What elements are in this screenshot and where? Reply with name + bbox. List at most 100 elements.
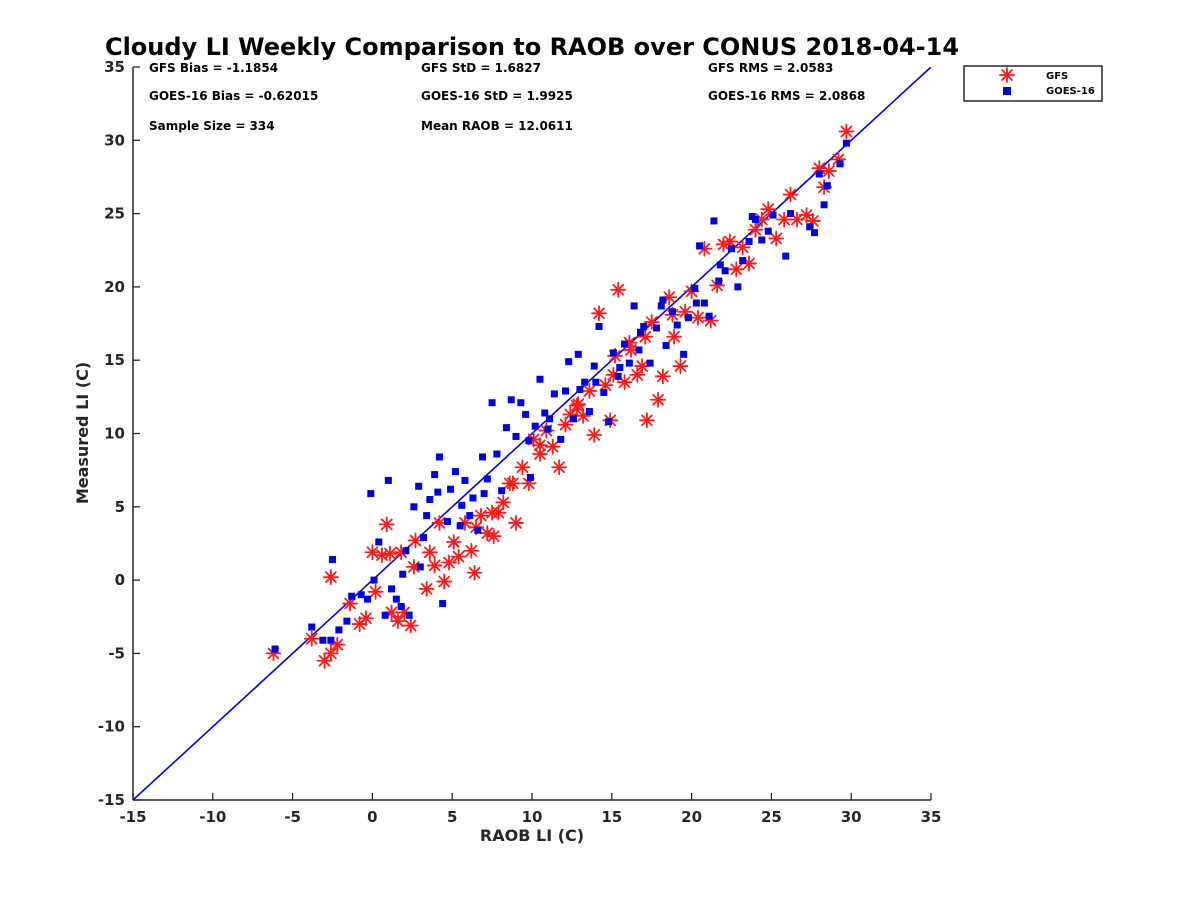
chart-title: Cloudy LI Weekly Comparison to RAOB over… — [105, 33, 959, 61]
gfs-point — [364, 544, 381, 561]
y-tick-label: 35 — [104, 58, 125, 76]
goes16-point — [451, 468, 459, 476]
stat-goes-rms: GOES-16 RMS = 2.0868 — [708, 89, 865, 103]
goes16-point — [434, 488, 442, 496]
goes16-point — [370, 576, 378, 584]
stat-gfs-std: GFS StD = 1.6827 — [421, 61, 541, 75]
legend: GFS GOES-16 — [963, 65, 1103, 102]
goes16-point — [815, 170, 823, 178]
goes16-point — [415, 482, 423, 490]
goes16-point — [810, 229, 818, 237]
goes16-point — [716, 261, 724, 269]
goes16-point — [635, 346, 643, 354]
gfs-point — [643, 314, 660, 330]
gfs-point — [450, 548, 467, 565]
gfs-point — [666, 328, 682, 345]
goes16-point — [536, 375, 544, 383]
gfs-point — [342, 595, 358, 612]
gfs-point — [544, 438, 561, 455]
x-tick-label: -5 — [284, 808, 301, 826]
goes16-point — [715, 277, 723, 285]
goes16-point — [659, 296, 667, 304]
goes16-point — [652, 324, 660, 332]
goes16-point — [700, 299, 708, 307]
goes16-point — [502, 424, 510, 432]
goes16-point — [662, 342, 670, 350]
goes16-point — [769, 211, 777, 219]
goes16-point — [544, 425, 552, 433]
gfs-point — [504, 475, 521, 492]
goes16-point — [680, 350, 688, 358]
series-gfs — [265, 123, 855, 669]
goes16-point — [637, 328, 645, 336]
x-tick-label: 25 — [761, 808, 782, 826]
gfs-point — [323, 645, 339, 662]
goes16-point — [456, 522, 464, 530]
gfs-point — [532, 437, 548, 454]
goes16-point — [439, 600, 447, 608]
goes16-point — [364, 595, 372, 603]
gfs-point — [402, 617, 419, 634]
goes16-point — [640, 322, 648, 330]
goes16-point — [764, 227, 772, 235]
x-axis-ticks: -15 -10 -5 0 5 10 15 20 25 30 35 — [119, 793, 941, 826]
gfs-point — [495, 494, 512, 511]
goes16-point — [657, 302, 665, 310]
goes16-point — [605, 418, 613, 426]
goes16-point — [842, 139, 850, 147]
goes16-point — [397, 602, 405, 610]
x-tick-label: 10 — [522, 808, 543, 826]
goes16-point — [416, 563, 424, 571]
goes16-point — [646, 359, 654, 367]
goes16-point — [392, 595, 400, 603]
y-tick-label: -15 — [98, 791, 125, 809]
gfs-point — [508, 515, 524, 531]
gfs-point — [591, 305, 607, 322]
gfs-point — [441, 554, 457, 571]
gfs-point — [581, 383, 598, 399]
goes16-point — [426, 495, 434, 503]
x-axis-label: RAOB LI (C) — [480, 826, 584, 845]
goes16-point — [541, 409, 549, 417]
goes16-point — [419, 534, 427, 542]
x-tick-label: 35 — [921, 808, 942, 826]
goes16-point — [381, 611, 389, 619]
gfs-point — [690, 309, 706, 326]
gfs-point — [485, 528, 502, 545]
goes16-point — [388, 585, 396, 593]
gfs-point — [382, 545, 398, 562]
gfs-point — [654, 368, 671, 385]
goes16-point — [600, 388, 608, 396]
goes16-point — [479, 453, 487, 461]
goes16-point — [375, 538, 383, 546]
goes16-point — [367, 490, 375, 498]
gfs-point — [639, 412, 655, 429]
goes16-point — [384, 476, 392, 484]
y-tick-label: 20 — [104, 278, 125, 296]
goes16-point — [684, 314, 692, 322]
gfs-point — [303, 630, 320, 647]
goes16-point — [823, 182, 831, 190]
identity-reference-line — [133, 67, 931, 800]
y-tick-label: 25 — [104, 205, 125, 223]
stat-mean-raob: Mean RAOB = 12.0611 — [421, 119, 573, 133]
legend-goes16-label: GOES-16 — [1046, 86, 1095, 97]
goes16-point — [728, 245, 735, 253]
gfs-point — [616, 374, 633, 391]
goes16-point — [581, 378, 589, 386]
gfs-point — [484, 504, 501, 521]
legend-goes16-marker — [1003, 87, 1011, 95]
gfs-point — [650, 391, 666, 408]
y-tick-label: 15 — [104, 351, 125, 369]
gfs-point — [421, 544, 438, 561]
gfs-point — [367, 583, 384, 600]
gfs-point — [570, 396, 587, 413]
stat-gfs-bias: GFS Bias = -1.1854 — [149, 61, 278, 75]
x-tick-label: 20 — [681, 808, 702, 826]
x-tick-label: 0 — [367, 808, 377, 826]
goes16-point — [557, 435, 565, 443]
goes16-point — [402, 547, 410, 555]
y-tick-label: 10 — [104, 425, 125, 443]
gfs-point — [407, 532, 424, 549]
goes16-point — [692, 299, 700, 307]
